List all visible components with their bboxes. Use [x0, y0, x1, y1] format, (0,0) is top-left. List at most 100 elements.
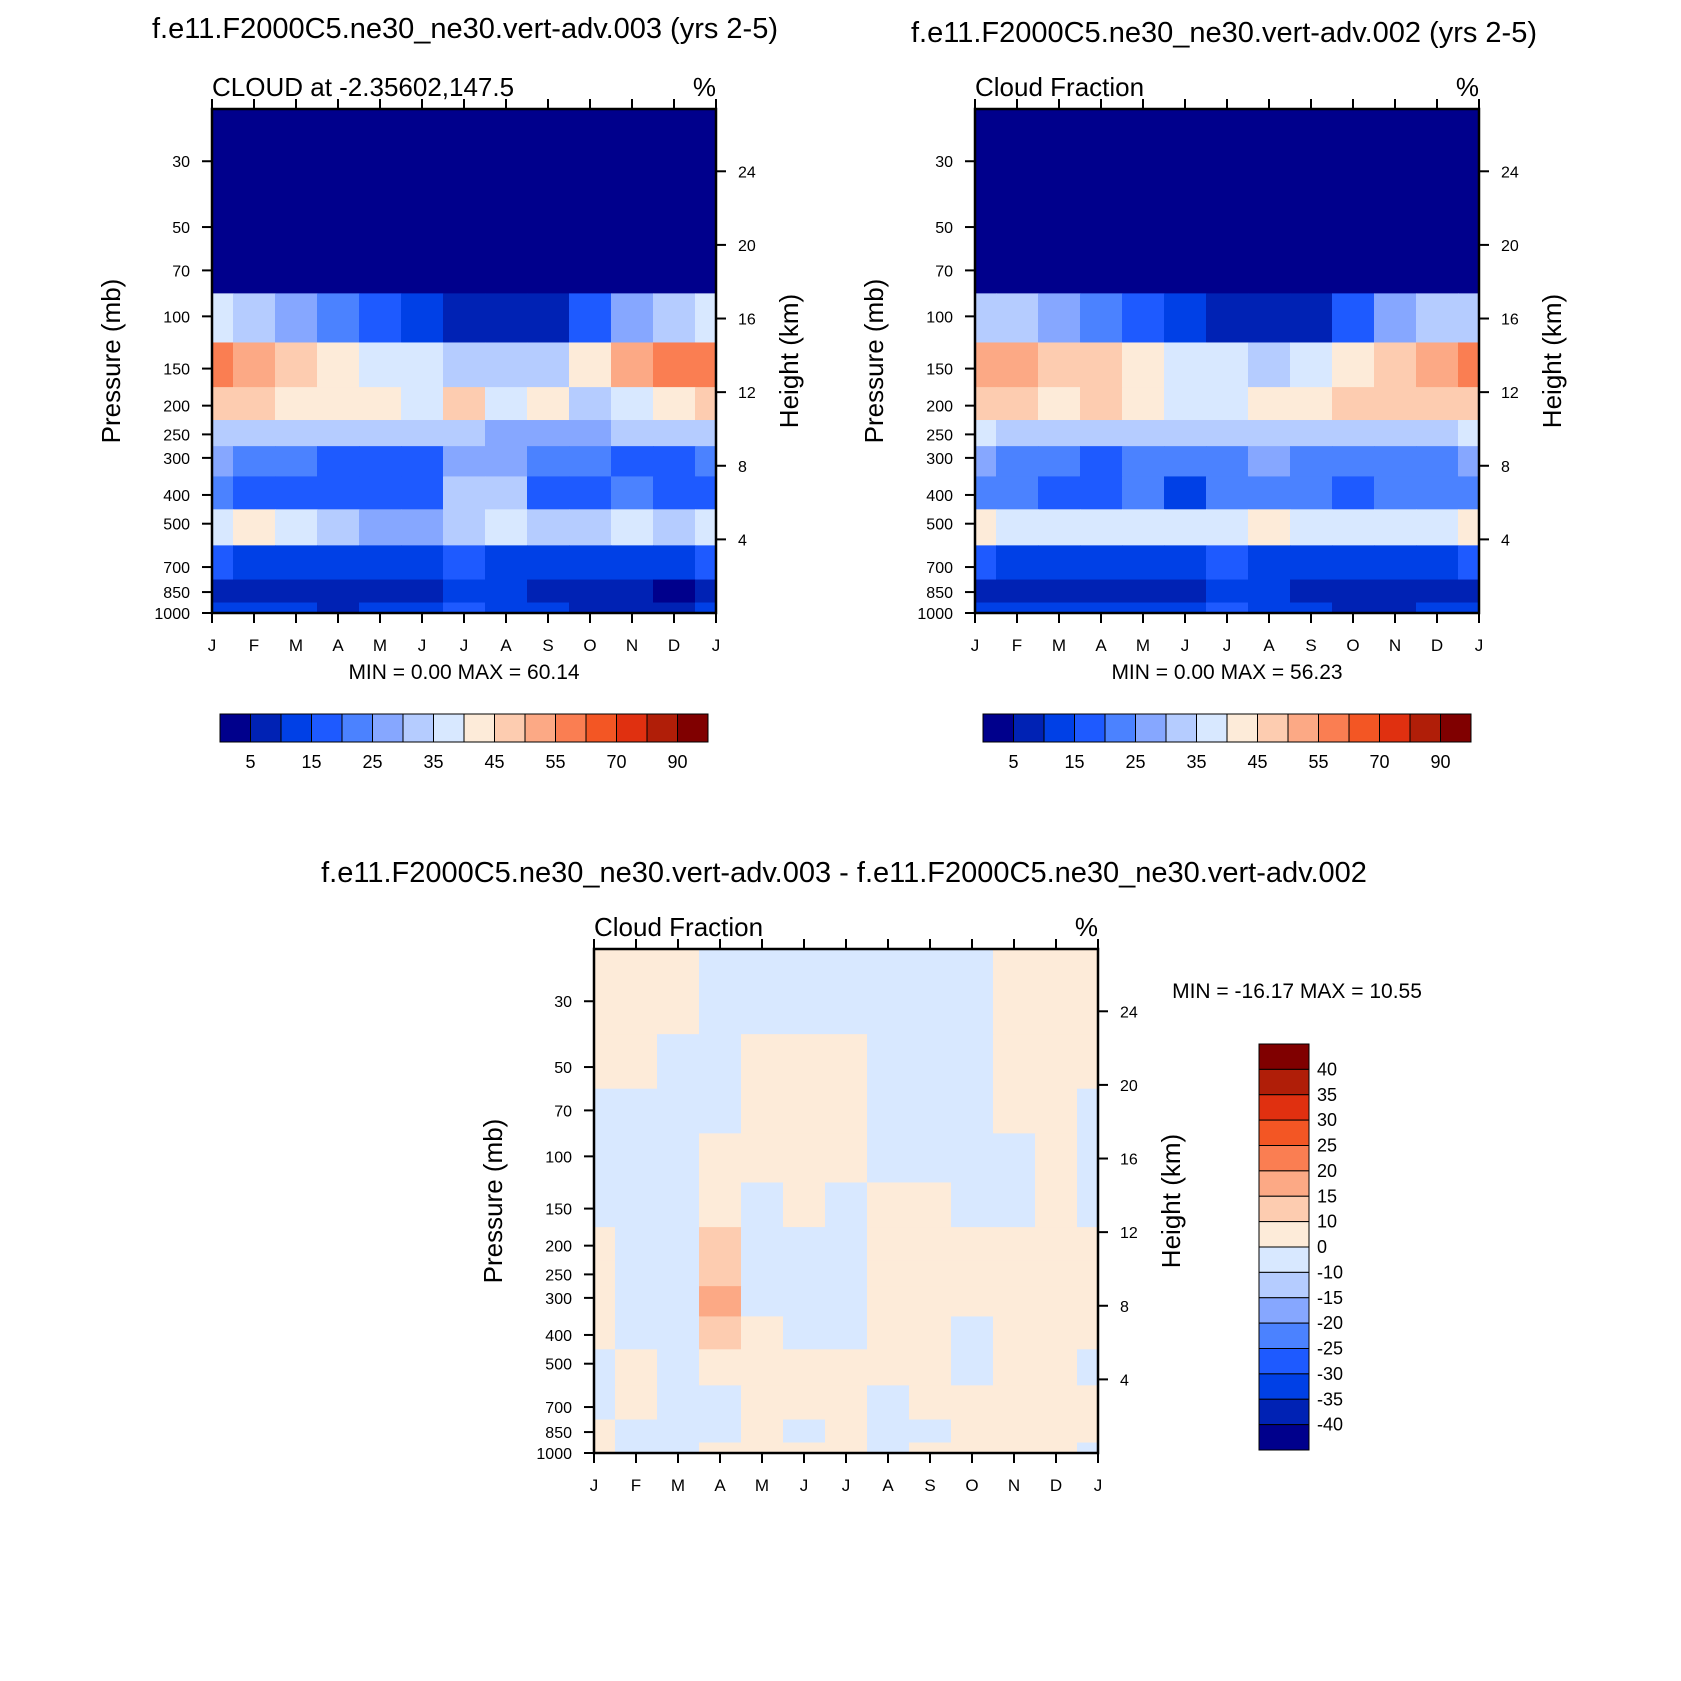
- panel3-cell: [867, 1260, 910, 1287]
- panel2-cell: [1248, 446, 1291, 478]
- panel3-cell: [825, 1227, 868, 1261]
- panel2-cell: [1080, 194, 1123, 250]
- panel1-cell: [527, 602, 570, 614]
- panel2-cell: [1164, 109, 1207, 195]
- panel2-cell: [1164, 602, 1207, 614]
- panel1-colorbar-box: [433, 713, 465, 743]
- panel2-cell: [1332, 420, 1375, 447]
- panel1-colorbar-box: [646, 713, 678, 743]
- panel1-cell: [527, 579, 570, 604]
- panel3-cell: [867, 1349, 910, 1386]
- panel2-cell: [1122, 476, 1165, 510]
- panel3-xtick-label: D: [1050, 1476, 1062, 1495]
- panel1-ytick-label: 30: [172, 154, 190, 171]
- panel2-cell: [1332, 194, 1375, 250]
- panel3-cell: [825, 1442, 868, 1454]
- panel3-xtick-label: M: [671, 1476, 685, 1495]
- panel2-cell: [1248, 420, 1291, 447]
- panel3-colorbar-box: [1258, 1297, 1310, 1324]
- panel2-xtick-label: J: [971, 636, 980, 655]
- panel3-cell: [993, 1316, 1036, 1350]
- panel1-cell: [527, 476, 570, 510]
- panel1-ytick-label: 1000: [154, 606, 190, 623]
- panel2-cell: [1080, 476, 1123, 510]
- panel1-cell: [401, 545, 444, 581]
- panel2-cell: [1332, 293, 1375, 344]
- panel3-ytick-label: 200: [545, 1239, 572, 1256]
- panel2-xtick-label: J: [1223, 636, 1232, 655]
- panel1-cell: [212, 293, 234, 344]
- panel2-cell: [1164, 387, 1207, 421]
- panel2-cell: [1416, 602, 1459, 614]
- panel2-cell: [1122, 109, 1165, 195]
- panel2-cell: [996, 293, 1039, 344]
- panel3-ytick-label: 30: [554, 994, 572, 1011]
- panel2-cell: [1248, 509, 1291, 546]
- panel3-cell: [615, 1133, 658, 1184]
- panel2-cell: [975, 545, 997, 581]
- panel3-left-label: Cloud Fraction: [594, 912, 763, 942]
- panel3-cell: [825, 1182, 868, 1228]
- panel2-cell: [1332, 476, 1375, 510]
- panel2-cell: [1290, 387, 1333, 421]
- panel2-cell: [1290, 109, 1333, 195]
- panel2-cell: [975, 194, 997, 250]
- panel1-xtick-label: A: [332, 636, 344, 655]
- panel1-cell: [359, 194, 402, 250]
- panel2-cell: [1038, 387, 1081, 421]
- panel2-cell: [1290, 446, 1333, 478]
- panel1-cell: [401, 509, 444, 546]
- panel2-colorbar-box: [1165, 713, 1197, 743]
- panel3-colorbar-box: [1258, 1145, 1310, 1172]
- panel1-cell: [359, 476, 402, 510]
- panel1-ytick-right-label: 16: [738, 312, 756, 329]
- panel2-cell: [1206, 579, 1249, 604]
- panel1-cell: [485, 342, 528, 388]
- panel3-cell: [909, 1316, 952, 1350]
- panel3-colorbar-box: [1258, 1373, 1310, 1400]
- panel2-cell: [1206, 420, 1249, 447]
- panel1-colorbar-label: 45: [484, 752, 504, 772]
- panel1-cell: [611, 387, 654, 421]
- panel3-cell: [867, 1227, 910, 1261]
- panel1-cell: [569, 476, 612, 510]
- panel3-cell: [909, 1419, 952, 1444]
- panel3-cell: [699, 949, 742, 1035]
- panel2-cell: [1416, 194, 1459, 250]
- panel1-colorbar-box: [341, 713, 373, 743]
- panel3-xtick-label: N: [1008, 1476, 1020, 1495]
- panel3-cell: [951, 1034, 994, 1090]
- panel2-cell: [1374, 293, 1417, 344]
- panel2-cell: [1416, 109, 1459, 195]
- panel1-ytick-label: 300: [163, 451, 190, 468]
- panel1-cell: [611, 579, 654, 604]
- panel3-main-title: f.e11.F2000C5.ne30_ne30.vert-adv.003 - f…: [321, 857, 1367, 889]
- panel1-cell: [359, 579, 402, 604]
- panel2-cell: [1248, 476, 1291, 510]
- panel3-cell: [1035, 1034, 1078, 1090]
- panel2-cell: [1122, 446, 1165, 478]
- panel1-cell: [611, 476, 654, 510]
- panel2-cell: [1290, 194, 1333, 250]
- panel3-ytick-label: 70: [554, 1103, 572, 1120]
- panel3-colorbar-box: [1258, 1348, 1310, 1375]
- panel2-cell: [996, 446, 1039, 478]
- panel2-main-title: f.e11.F2000C5.ne30_ne30.vert-adv.002 (yr…: [911, 17, 1537, 49]
- panel1-cell: [275, 509, 318, 546]
- panel2-cell: [996, 602, 1039, 614]
- panel3-colorbar-label: -35: [1317, 1389, 1343, 1409]
- panel2-xtick-label: F: [1012, 636, 1022, 655]
- panel3-cell: [951, 949, 994, 1035]
- panel1-cell: [611, 194, 654, 250]
- panel1-cell: [233, 509, 276, 546]
- panel1-cell: [569, 248, 612, 294]
- panel2-cell: [1416, 293, 1459, 344]
- panel3-cell: [699, 1316, 742, 1350]
- panel2-cell: [996, 420, 1039, 447]
- panel3-cell: [783, 1419, 826, 1444]
- panel3-cell: [594, 1182, 616, 1228]
- panel2-cell: [996, 387, 1039, 421]
- panel3-cell: [783, 1182, 826, 1228]
- panel3-cell: [1077, 1260, 1099, 1287]
- panel1-cell: [317, 342, 360, 388]
